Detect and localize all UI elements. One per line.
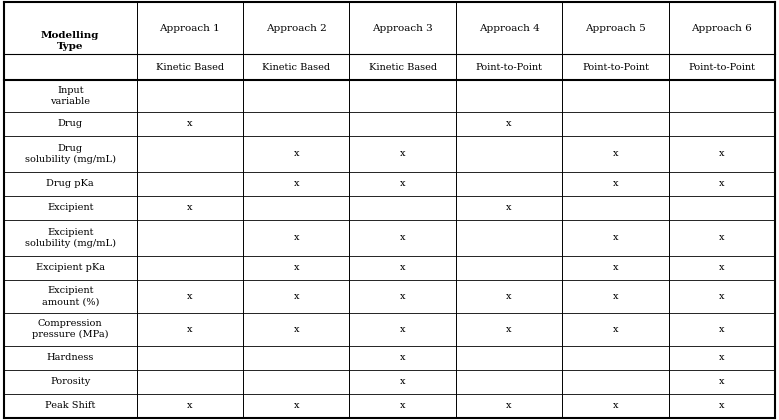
Text: Kinetic Based: Kinetic Based <box>368 63 437 72</box>
Text: Excipient pKa: Excipient pKa <box>36 263 104 273</box>
Text: x: x <box>719 325 724 334</box>
Text: x: x <box>294 292 299 301</box>
Text: Modelling
Type: Modelling Type <box>41 31 100 51</box>
Text: x: x <box>506 203 512 213</box>
Text: x: x <box>400 263 405 273</box>
Text: Excipient
solubility (mg/mL): Excipient solubility (mg/mL) <box>25 228 116 248</box>
Text: x: x <box>613 292 619 301</box>
Text: Approach 3: Approach 3 <box>372 24 433 33</box>
Text: x: x <box>613 234 619 242</box>
Text: Point-to-Point: Point-to-Point <box>689 63 756 72</box>
Text: x: x <box>400 353 405 362</box>
Text: Approach 4: Approach 4 <box>478 24 539 33</box>
Text: x: x <box>187 119 192 129</box>
Text: Compression
pressure (MPa): Compression pressure (MPa) <box>32 319 108 339</box>
Text: x: x <box>294 150 299 158</box>
Text: x: x <box>613 150 619 158</box>
Text: x: x <box>719 292 724 301</box>
Text: x: x <box>506 292 512 301</box>
Text: x: x <box>187 292 192 301</box>
Text: Drug pKa: Drug pKa <box>47 179 94 188</box>
Text: x: x <box>613 263 619 273</box>
Text: x: x <box>506 119 512 129</box>
Text: Approach 6: Approach 6 <box>692 24 753 33</box>
Text: x: x <box>400 377 405 386</box>
Text: x: x <box>400 179 405 188</box>
Text: Kinetic Based: Kinetic Based <box>262 63 330 72</box>
Text: Peak Shift: Peak Shift <box>45 402 95 410</box>
Text: Approach 2: Approach 2 <box>266 24 326 33</box>
Text: Porosity: Porosity <box>50 377 90 386</box>
Text: Drug: Drug <box>58 119 83 129</box>
Text: Hardness: Hardness <box>47 353 94 362</box>
Text: x: x <box>719 402 724 410</box>
Text: x: x <box>400 150 405 158</box>
Text: Point-to-Point: Point-to-Point <box>475 63 542 72</box>
Text: x: x <box>400 325 405 334</box>
Text: x: x <box>613 325 619 334</box>
Text: Drug
solubility (mg/mL): Drug solubility (mg/mL) <box>25 144 116 164</box>
Text: x: x <box>613 402 619 410</box>
Text: x: x <box>400 234 405 242</box>
Text: Point-to-Point: Point-to-Point <box>582 63 649 72</box>
Text: Input
variable: Input variable <box>50 86 90 106</box>
Text: x: x <box>187 325 192 334</box>
Text: x: x <box>506 402 512 410</box>
Text: x: x <box>400 292 405 301</box>
Text: x: x <box>613 179 619 188</box>
Text: x: x <box>294 402 299 410</box>
Text: x: x <box>294 179 299 188</box>
Text: x: x <box>506 325 512 334</box>
Text: x: x <box>294 263 299 273</box>
Text: x: x <box>719 377 724 386</box>
Text: x: x <box>719 263 724 273</box>
Text: Excipient
amount (%): Excipient amount (%) <box>41 286 99 307</box>
Text: x: x <box>719 179 724 188</box>
Text: x: x <box>719 353 724 362</box>
Text: x: x <box>187 203 192 213</box>
Text: x: x <box>719 234 724 242</box>
Text: x: x <box>400 402 405 410</box>
Text: x: x <box>294 325 299 334</box>
Text: x: x <box>719 150 724 158</box>
Text: x: x <box>187 402 192 410</box>
Text: x: x <box>294 234 299 242</box>
Text: Approach 5: Approach 5 <box>585 24 646 33</box>
Text: Approach 1: Approach 1 <box>160 24 220 33</box>
Text: Excipient: Excipient <box>47 203 93 213</box>
Text: Kinetic Based: Kinetic Based <box>156 63 224 72</box>
